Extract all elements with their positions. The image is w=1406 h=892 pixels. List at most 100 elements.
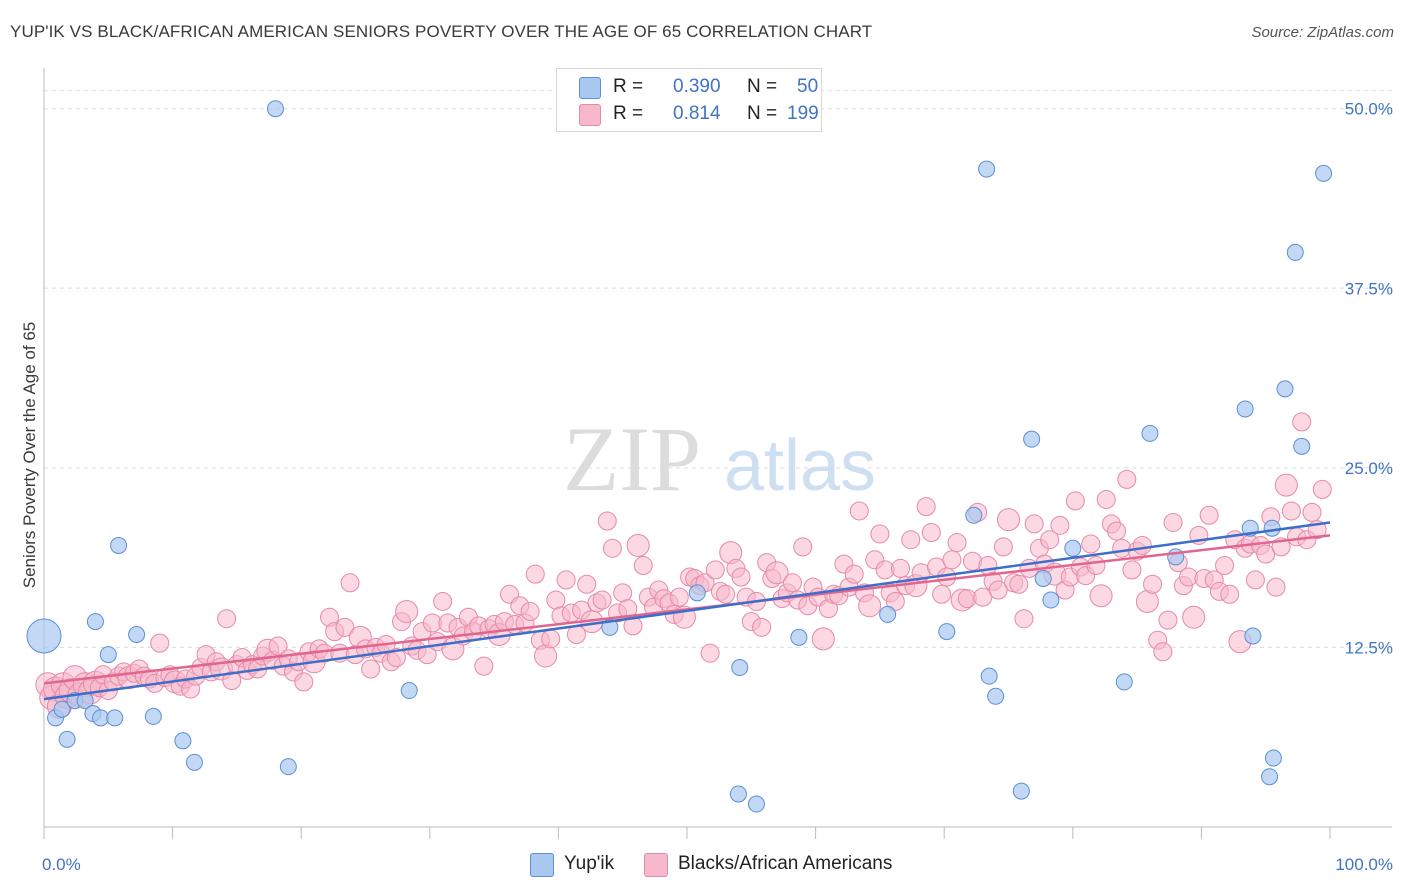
data-point-blacks	[626, 533, 650, 557]
data-point-blacks	[268, 636, 288, 656]
data-point-blacks	[700, 643, 720, 663]
data-point-yupik	[790, 628, 808, 646]
data-point-blacks	[793, 537, 813, 557]
data-point-yupik	[980, 667, 998, 685]
data-point-yupik	[1141, 424, 1159, 442]
correlation-legend: R = 0.390 N = 50 R = 0.814 N = 199	[556, 68, 822, 132]
legend-n-label: N =	[747, 103, 778, 124]
trend-line-yupik	[43, 521, 1331, 701]
data-point-blacks	[361, 659, 381, 679]
data-point-yupik	[729, 785, 747, 803]
data-point-yupik	[1263, 519, 1281, 537]
data-point-yupik	[1244, 627, 1262, 645]
data-point-blacks	[1182, 605, 1206, 629]
data-point-blacks	[1256, 544, 1276, 564]
data-point-blacks	[890, 558, 910, 578]
data-point-blacks	[973, 587, 993, 607]
data-point-blacks	[1117, 469, 1137, 489]
data-point-blacks	[988, 580, 1008, 600]
watermark: ZIP atlas	[563, 408, 876, 510]
bottom-legend-swatch-blacks	[644, 853, 668, 877]
legend-r-value: 0.390	[673, 76, 721, 97]
legend-n-label: N =	[747, 76, 778, 97]
y-tick-label: 50.0%	[1345, 100, 1393, 119]
data-point-yupik	[1264, 749, 1282, 767]
data-point-yupik	[1042, 591, 1060, 609]
data-point-blacks	[1158, 610, 1178, 630]
data-point-yupik	[688, 584, 706, 602]
data-point-yupik	[53, 700, 71, 718]
data-point-blacks	[556, 570, 576, 590]
data-point-blacks	[1135, 589, 1159, 613]
x-tick-labels: 0.0% 100.0%	[42, 855, 1393, 874]
data-point-blacks	[618, 599, 638, 619]
data-point-yupik	[106, 709, 124, 727]
data-point-blacks	[849, 501, 869, 521]
data-point-yupik	[185, 753, 203, 771]
data-point-blacks	[932, 584, 952, 604]
data-point-blacks	[1245, 570, 1265, 590]
data-point-blacks	[782, 573, 802, 593]
y-tick-label: 37.5%	[1345, 279, 1393, 298]
data-point-blacks	[541, 629, 561, 649]
chart-title: YUP'IK VS BLACK/AFRICAN AMERICAN SENIORS…	[10, 22, 873, 41]
data-point-blacks	[993, 537, 1013, 557]
data-point-blacks	[669, 587, 689, 607]
data-point-blacks	[870, 524, 890, 544]
legend-r-value: 0.814	[673, 103, 721, 124]
data-point-blacks	[1086, 556, 1106, 576]
data-point-blacks	[1050, 515, 1070, 535]
legend-n-value: 199	[787, 103, 819, 124]
data-point-blacks	[901, 530, 921, 550]
data-point-blacks	[1274, 473, 1298, 497]
legend-swatch-yupik	[579, 77, 601, 99]
data-point-blacks	[474, 656, 494, 676]
data-point-blacks	[1081, 534, 1101, 554]
data-point-blacks	[1132, 535, 1152, 555]
data-point-blacks	[1009, 574, 1029, 594]
data-point-yupik	[266, 100, 284, 118]
data-point-yupik	[731, 659, 749, 677]
data-point-yupik	[1261, 768, 1279, 786]
x-tick-label: 100.0%	[1335, 855, 1393, 874]
axes	[43, 68, 1392, 839]
data-point-yupik	[128, 626, 146, 644]
data-point-blacks	[752, 617, 772, 637]
data-point-blacks	[1065, 491, 1085, 511]
data-point-yupik	[987, 687, 1005, 705]
data-point-blacks	[885, 591, 905, 611]
data-point-blacks	[947, 533, 967, 553]
data-point-blacks	[1163, 512, 1183, 532]
data-point-blacks	[1040, 530, 1060, 550]
data-point-blacks	[1215, 556, 1235, 576]
y-tick-labels: 12.5% 25.0% 37.5% 50.0%	[1345, 100, 1393, 658]
data-point-blacks	[1143, 574, 1163, 594]
data-point-blacks	[1220, 584, 1240, 604]
data-point-blacks	[1266, 577, 1286, 597]
legend-r-label: R =	[613, 76, 644, 97]
trend-line-blacks	[43, 534, 1331, 685]
data-point-blacks	[217, 609, 237, 629]
data-point-yupik	[938, 623, 956, 641]
data-point-blacks	[1096, 489, 1116, 509]
bottom-legend-label-yupik: Yup'ik	[564, 853, 615, 874]
data-point-blacks	[395, 600, 419, 624]
bottom-legend-swatch-yupik	[530, 853, 554, 877]
data-point-blacks	[858, 594, 882, 618]
data-point-yupik	[279, 758, 297, 776]
y-axis-label: Seniors Poverty Over the Age of 65	[20, 322, 39, 588]
data-point-yupik	[1236, 400, 1254, 418]
data-point-yupik	[747, 795, 765, 813]
data-point-blacks	[623, 616, 643, 636]
data-point-blacks	[1153, 642, 1173, 662]
data-point-blacks	[916, 497, 936, 517]
data-point-yupik	[1315, 164, 1333, 182]
data-point-blacks	[294, 672, 314, 692]
source-label: Source: ZipAtlas.com	[1251, 24, 1394, 41]
data-point-yupik	[1034, 569, 1052, 587]
data-point-yupik	[26, 618, 62, 654]
data-point-yupik	[99, 646, 117, 664]
data-point-blacks	[811, 627, 835, 651]
data-point-yupik	[1115, 673, 1133, 691]
